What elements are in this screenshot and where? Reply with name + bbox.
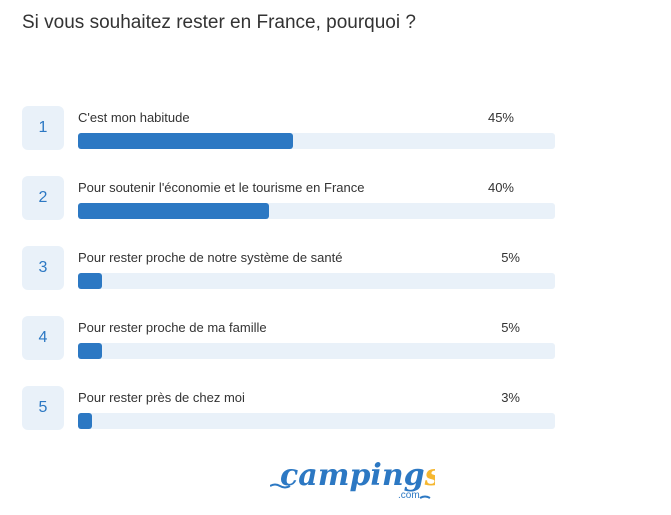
bar-track (78, 133, 555, 149)
svg-text:campings: campings (280, 458, 435, 493)
bar-label: Pour rester près de chez moi (78, 390, 245, 405)
bar-label: Pour rester proche de notre système de s… (78, 250, 343, 265)
rank-badge: 2 (22, 176, 64, 220)
chart-title: Si vous souhaitez rester en France, pour… (22, 12, 416, 33)
bar-row: 1 C'est mon habitude 45% (22, 106, 562, 150)
bar-value-label: 45% (487, 110, 514, 125)
bar-track (78, 343, 555, 359)
bar-row: 2 Pour soutenir l'économie et le tourism… (22, 176, 562, 220)
bar (78, 203, 269, 219)
rank-badge: 1 (22, 106, 64, 150)
bar-track (78, 413, 555, 429)
svg-text:.com: .com (398, 490, 420, 501)
rank-badge: 5 (22, 386, 64, 430)
rank-badge: 4 (22, 316, 64, 360)
bar-value-label: 40% (487, 180, 514, 195)
bar-value-label: 5% (501, 320, 520, 335)
bar-label: C'est mon habitude (78, 110, 190, 125)
bar (78, 413, 93, 429)
campings-logo: campings .com (270, 458, 435, 501)
rank-badge: 3 (22, 246, 64, 290)
bar (78, 343, 102, 359)
bar (78, 273, 102, 289)
bar-row: 5 Pour rester près de chez moi 3% (22, 386, 562, 430)
bar-track (78, 273, 555, 289)
bar-track (78, 203, 555, 219)
bar-label: Pour rester proche de ma famille (78, 320, 267, 335)
bar-row: 3 Pour rester proche de notre système de… (22, 246, 562, 290)
bar-value-label: 5% (501, 250, 520, 265)
bar (78, 133, 293, 149)
bar-label: Pour soutenir l'économie et le tourisme … (78, 180, 365, 195)
bar-row: 4 Pour rester proche de ma famille 5% (22, 316, 562, 360)
bar-value-label: 3% (501, 390, 520, 405)
